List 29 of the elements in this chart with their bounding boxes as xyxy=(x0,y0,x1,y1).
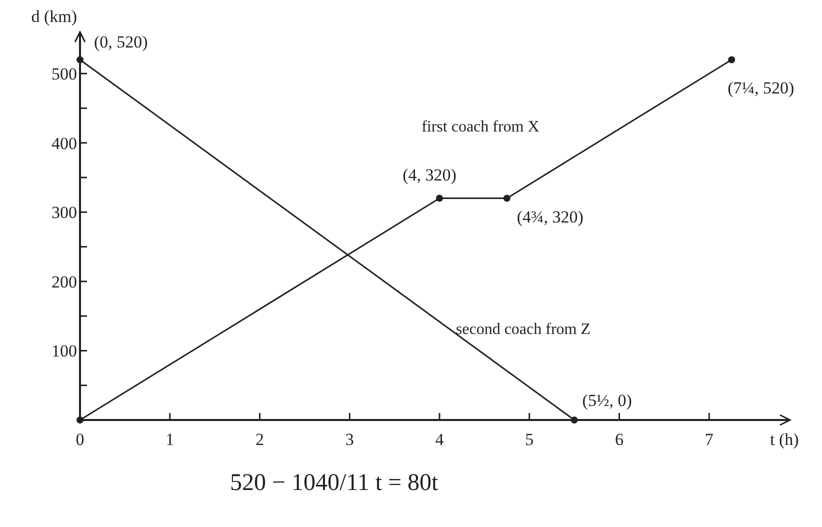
annotation: (4¾, 320) xyxy=(516,207,584,226)
point xyxy=(436,194,443,202)
x-tick-label: 5 xyxy=(525,430,534,449)
y-tick-label: 100 xyxy=(52,342,77,361)
point xyxy=(76,56,84,64)
annotation: (4, 320) xyxy=(402,165,456,184)
x-tick-label: 1 xyxy=(166,430,174,449)
annotation: (0, 520) xyxy=(94,32,148,52)
y-tick-label: 500 xyxy=(52,64,77,84)
series-label: second coach from Z xyxy=(456,321,591,338)
annotation: (5½, 0) xyxy=(582,391,632,410)
y-tick-label: 400 xyxy=(52,134,77,153)
point xyxy=(76,416,84,424)
point xyxy=(728,56,736,64)
x-tick-label: 0 xyxy=(76,430,84,449)
x-tick-label: 4 xyxy=(435,430,444,449)
x-axis-title: t (h) xyxy=(770,430,799,449)
text: 520 − 1040/11 t = 80t xyxy=(230,470,439,496)
y-tick-label: 200 xyxy=(52,272,77,292)
x-tick-label: 7 xyxy=(704,430,714,449)
y-tick-label: 300 xyxy=(52,203,77,222)
x-tick-label: 2 xyxy=(255,430,264,449)
y-axis-title: d (km) xyxy=(31,7,77,26)
x-tick-label: 3 xyxy=(345,430,354,449)
text: first coach from X xyxy=(422,118,540,136)
x-tick-label: 6 xyxy=(614,430,624,449)
annotation: (7¼, 520) xyxy=(728,78,794,98)
point xyxy=(503,194,510,202)
point xyxy=(570,416,578,424)
